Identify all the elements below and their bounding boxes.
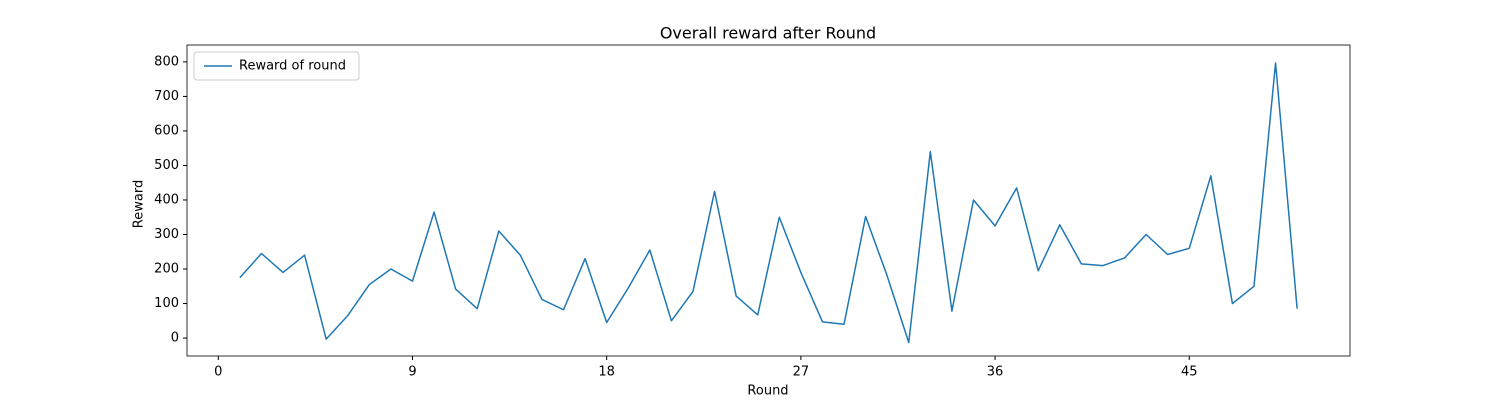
y-tick-label: 800	[154, 54, 179, 69]
y-tick-label: 200	[154, 262, 179, 277]
y-tick-label: 300	[154, 227, 179, 242]
y-tick-label: 600	[154, 123, 179, 138]
y-tick-label: 500	[154, 158, 179, 173]
legend-box	[193, 51, 360, 81]
legend-label: Reward of round	[239, 59, 346, 74]
y-axis-label: Reward	[132, 180, 147, 228]
plot-frame	[186, 44, 1351, 357]
x-axis-label: Round	[747, 384, 788, 399]
x-tick-label: 18	[598, 365, 615, 380]
chart-title: Overall reward after Round	[660, 24, 876, 43]
y-tick-label: 400	[154, 192, 179, 207]
x-tick-label: 45	[1181, 365, 1198, 380]
x-tick-label: 9	[408, 365, 416, 380]
y-tick-label: 0	[171, 331, 179, 346]
x-tick-label: 36	[987, 365, 1004, 380]
y-tick-label: 700	[154, 89, 179, 104]
x-tick-label: 27	[793, 365, 810, 380]
y-tick-label: 100	[154, 296, 179, 311]
x-tick-label: 0	[214, 365, 222, 380]
data-line	[239, 62, 1298, 344]
